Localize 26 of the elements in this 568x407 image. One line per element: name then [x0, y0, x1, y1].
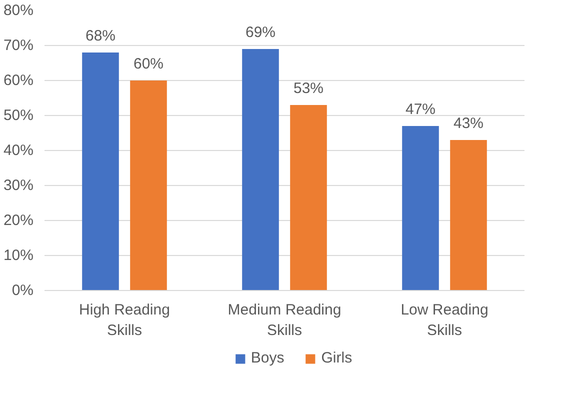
y-tick-label: 40% [3, 142, 34, 159]
x-tick-label: High Reading Skills [79, 302, 170, 339]
data-label: 53% [293, 80, 324, 97]
bar [130, 80, 167, 290]
legend-label: Girls [321, 350, 352, 366]
bar [82, 52, 119, 290]
bar [242, 49, 279, 290]
y-tick-label: 50% [3, 107, 34, 124]
y-tick-label: 70% [3, 37, 34, 54]
legend-label: Boys [250, 350, 284, 366]
y-tick-label: 10% [3, 247, 34, 264]
y-tick-label: 0% [12, 282, 34, 299]
bar [290, 105, 327, 290]
data-label: 69% [245, 24, 276, 41]
x-tick-label: Medium Reading Skills [228, 302, 342, 339]
y-tick-label: 20% [3, 212, 34, 229]
y-tick-label: 30% [3, 177, 34, 194]
y-tick-label: 80% [3, 2, 34, 19]
y-tick-label: 60% [3, 72, 34, 89]
data-label: 43% [453, 115, 484, 132]
bar [402, 126, 439, 290]
bar [450, 140, 487, 290]
x-tick-label: Low Reading Skills [400, 302, 488, 339]
data-label: 60% [133, 56, 164, 72]
data-label: 47% [405, 101, 436, 118]
data-label: 68% [85, 28, 116, 44]
